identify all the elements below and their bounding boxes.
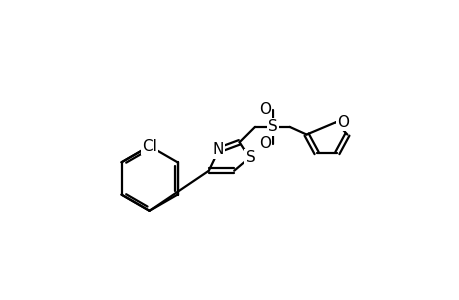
- Text: O: O: [336, 115, 349, 130]
- Text: S: S: [267, 119, 277, 134]
- Text: N: N: [212, 142, 223, 158]
- Text: Cl: Cl: [142, 139, 157, 154]
- Text: S: S: [245, 150, 255, 165]
- Text: O: O: [258, 102, 271, 117]
- Text: O: O: [258, 136, 271, 151]
